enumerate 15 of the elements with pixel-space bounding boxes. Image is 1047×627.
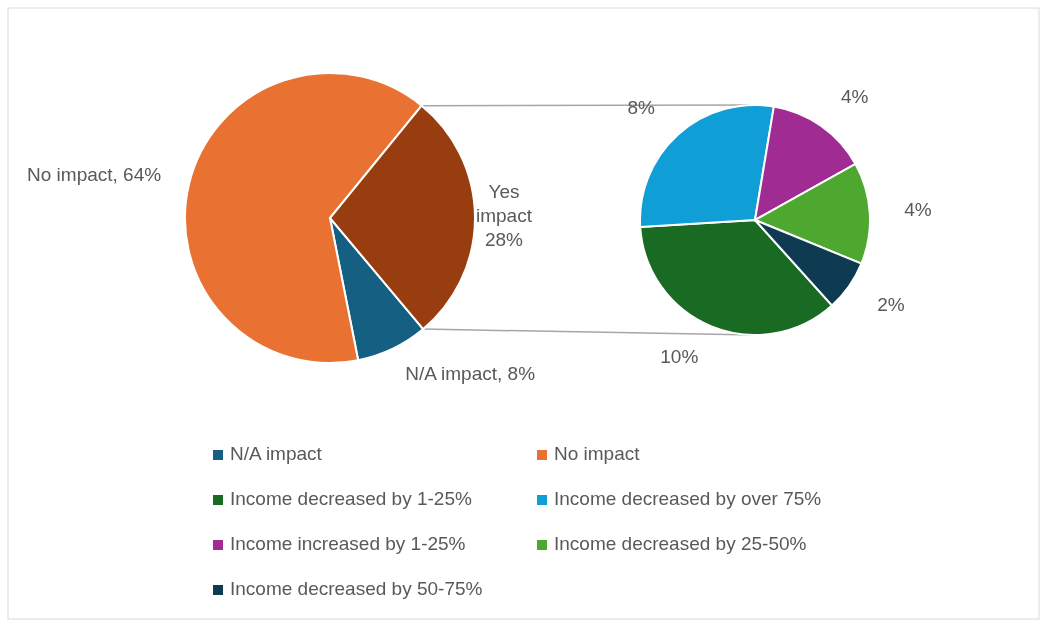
data-label: 2% — [877, 294, 905, 316]
legend-label: Income increased by 1-25% — [230, 533, 466, 555]
legend-label: Income decreased by 25-50% — [554, 533, 807, 555]
data-label: N/A impact, 8% — [405, 362, 536, 384]
data-label: 4% — [904, 199, 932, 221]
legend-label: N/A impact — [230, 443, 323, 465]
data-label: 10% — [660, 346, 699, 368]
data-label: 4% — [841, 85, 869, 107]
legend-label: No impact — [554, 443, 641, 465]
legend-label: Income decreased by 1-25% — [230, 488, 472, 510]
legend-label: Income decreased by 50-75% — [230, 578, 483, 600]
data-label: 8% — [627, 96, 656, 118]
legend-label: Income decreased by over 75% — [554, 488, 822, 510]
data-label: Yes impact 28% — [476, 180, 533, 250]
data-label: No impact, 64% — [27, 163, 162, 185]
